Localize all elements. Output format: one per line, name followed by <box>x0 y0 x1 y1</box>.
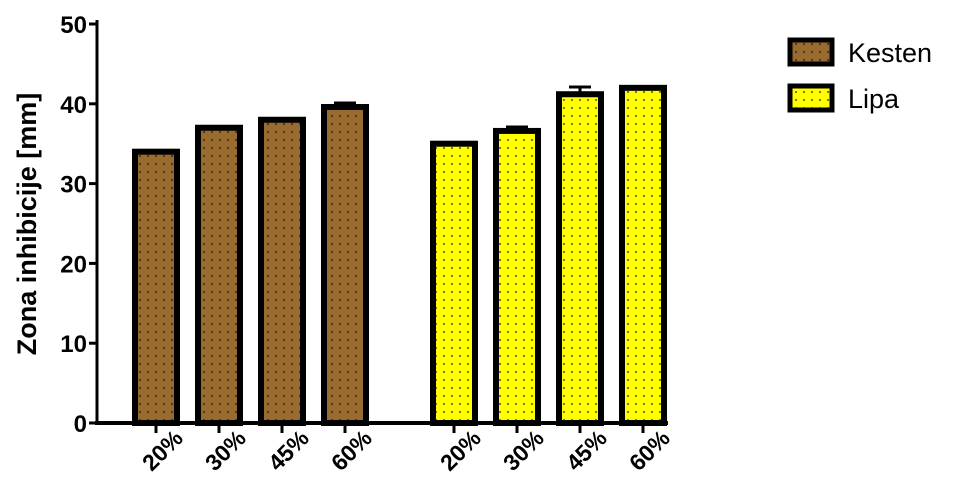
x-tick-label: 30% <box>200 425 251 476</box>
x-tick-label: 45% <box>561 425 612 476</box>
bar-lipa-30pct <box>493 127 541 426</box>
x-tick-label: 20% <box>137 425 188 476</box>
y-tick-label: 0 <box>74 411 87 438</box>
legend: Kesten Lipa <box>787 37 932 114</box>
error-bar <box>334 101 356 107</box>
legend-item-lipa: Lipa <box>787 83 900 114</box>
bar-lipa-60pct <box>619 84 667 426</box>
y-axis-title: Zona inhibicije [mm] <box>12 93 42 356</box>
legend-swatch <box>787 37 835 67</box>
bars <box>132 84 667 427</box>
legend-item-kesten: Kesten <box>787 37 932 68</box>
bar-kesten-30pct <box>195 124 243 427</box>
bar-kesten-45pct <box>258 116 306 426</box>
y-tick-label: 20 <box>60 251 87 278</box>
y-tick-label: 30 <box>60 172 87 199</box>
x-tick-label: 20% <box>435 425 486 476</box>
error-bar <box>506 125 528 131</box>
bar-lipa-20pct <box>430 140 478 426</box>
legend-label: Kesten <box>848 38 932 68</box>
error-bar <box>569 85 591 95</box>
legend-label: Lipa <box>848 84 900 114</box>
x-tick-label: 30% <box>498 425 549 476</box>
bar-lipa-45pct <box>556 91 604 426</box>
y-tick-label: 50 <box>60 12 87 39</box>
x-tick-label: 60% <box>326 425 377 476</box>
legend-swatch <box>787 83 835 113</box>
x-tick-label: 60% <box>624 425 675 476</box>
bar-kesten-20pct <box>132 148 180 426</box>
y-tick-label: 40 <box>60 92 87 119</box>
y-tick-label: 10 <box>60 331 87 358</box>
bar-kesten-60pct <box>321 103 369 426</box>
x-tick-label: 45% <box>263 425 314 476</box>
